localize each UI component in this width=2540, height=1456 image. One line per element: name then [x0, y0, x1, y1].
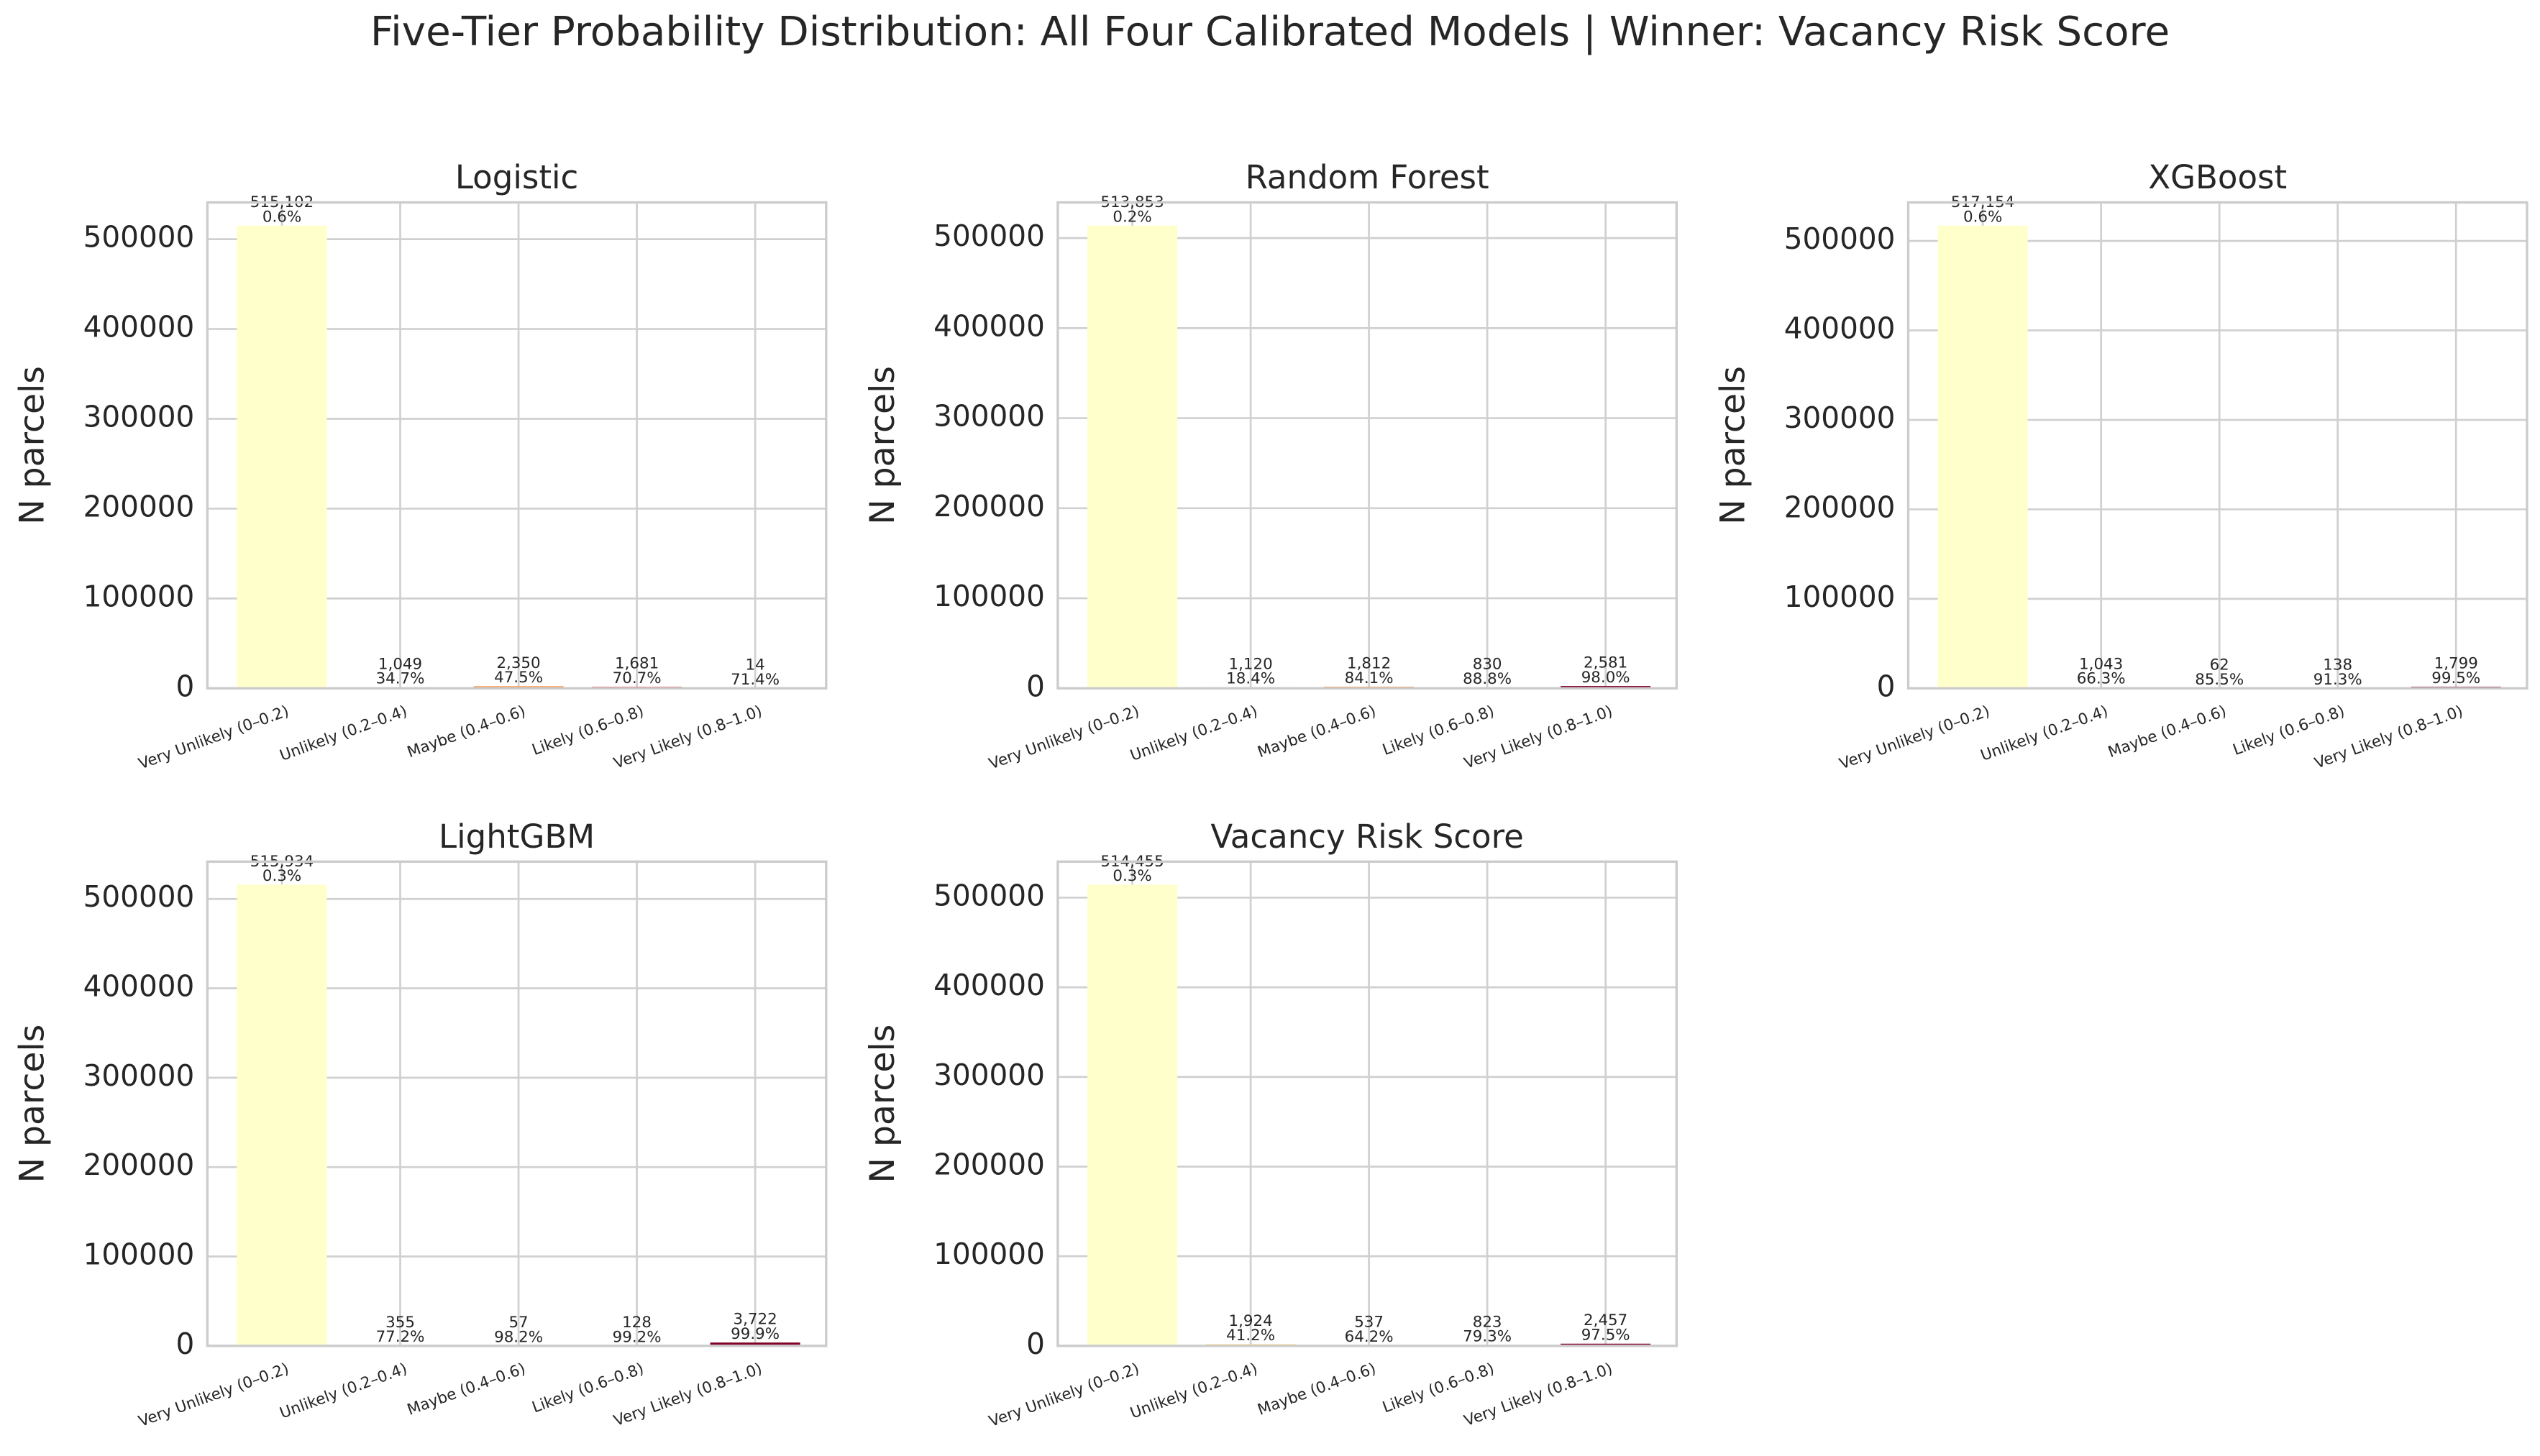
value-label: 2,581: [1584, 654, 1627, 672]
y-tick-label: 100000: [933, 1237, 1045, 1271]
value-label: 823: [1473, 1313, 1502, 1331]
rate-label: 98.0%: [1581, 669, 1630, 687]
axes-frame: [206, 860, 828, 1347]
value-label: 2,350: [496, 654, 540, 672]
y-tick-label: 300000: [933, 1058, 1045, 1092]
value-label: 2,457: [1584, 1311, 1627, 1329]
rate-label: 64.2%: [1345, 1328, 1394, 1346]
axes-frame: [206, 201, 828, 690]
rate-label: 41.2%: [1226, 1327, 1275, 1345]
value-label: 3,722: [733, 1311, 777, 1329]
value-label: 62: [2210, 656, 2229, 674]
rate-label: 70.7%: [613, 669, 662, 687]
y-tick-label: 500000: [933, 219, 1045, 253]
y-tick-label: 100000: [83, 579, 195, 613]
y-tick-label: 0: [1026, 1327, 1045, 1361]
value-label: 1,812: [1347, 655, 1391, 673]
rate-label: 0.3%: [262, 867, 301, 885]
bar: [237, 225, 327, 689]
rate-label: 34.7%: [376, 670, 425, 688]
y-tick-label: 300000: [83, 1058, 195, 1093]
y-tick-label: 500000: [83, 220, 195, 255]
rate-label: 99.5%: [2431, 669, 2480, 687]
y-tick-label: 500000: [1784, 221, 1896, 256]
y-tick-label: 400000: [1784, 311, 1896, 346]
value-label: 355: [385, 1314, 415, 1332]
y-tick-label: 200000: [933, 1147, 1045, 1181]
subplot-title: LightGBM: [439, 818, 595, 856]
y-tick-label: 200000: [933, 489, 1045, 523]
y-axis-label: N parcels: [863, 1025, 903, 1183]
y-tick-label: 0: [1026, 669, 1045, 703]
rate-label: 0.3%: [1113, 867, 1151, 885]
y-tick-label: 300000: [933, 399, 1045, 434]
y-tick-label: 400000: [933, 968, 1045, 1002]
rate-label: 79.3%: [1463, 1328, 1512, 1346]
rate-label: 71.4%: [731, 671, 780, 689]
rate-label: 91.3%: [2313, 671, 2362, 689]
y-tick-label: 300000: [83, 399, 195, 434]
value-label: 830: [1473, 656, 1502, 674]
bar: [1087, 884, 1178, 1346]
value-label: 57: [508, 1314, 528, 1332]
rate-label: 99.2%: [613, 1328, 662, 1346]
subplot-title: Random Forest: [1246, 158, 1489, 196]
rate-label: 77.2%: [376, 1328, 425, 1346]
rate-label: 88.8%: [1463, 670, 1512, 688]
value-label: 537: [1354, 1314, 1384, 1332]
axes-frame: [1056, 860, 1678, 1347]
bar: [710, 1342, 800, 1346]
y-axis-label: N parcels: [1713, 366, 1753, 525]
subplot-title: XGBoost: [2148, 158, 2287, 196]
subplot-title: Logistic: [455, 158, 578, 196]
y-tick-label: 400000: [83, 310, 195, 344]
y-tick-label: 200000: [83, 489, 195, 523]
axes-frame: [1906, 201, 2528, 690]
value-label: 128: [622, 1314, 652, 1332]
rate-label: 85.5%: [2195, 671, 2244, 689]
subplot-title: Vacancy Risk Score: [1210, 818, 1523, 856]
y-tick-label: 0: [176, 1327, 195, 1361]
rate-label: 18.4%: [1226, 670, 1275, 688]
axes-frame: [1056, 201, 1678, 690]
y-tick-label: 500000: [933, 878, 1045, 912]
rate-label: 0.2%: [1113, 208, 1151, 226]
value-label: 138: [2323, 656, 2352, 674]
value-label: 1,043: [2079, 655, 2123, 673]
y-tick-label: 100000: [83, 1237, 195, 1272]
y-tick-label: 100000: [1784, 580, 1896, 614]
y-tick-label: 0: [176, 669, 195, 703]
value-label: 1,681: [615, 655, 659, 673]
rate-label: 98.2%: [494, 1328, 543, 1346]
y-axis-label: N parcels: [12, 1025, 52, 1183]
y-tick-label: 200000: [83, 1148, 195, 1182]
value-label: 1,799: [2434, 655, 2478, 673]
rate-label: 0.6%: [1963, 208, 2002, 226]
y-tick-label: 300000: [1784, 400, 1896, 435]
rate-label: 66.3%: [2077, 670, 2126, 688]
y-tick-label: 500000: [83, 879, 195, 914]
y-tick-label: 200000: [1784, 490, 1896, 524]
rate-label: 84.1%: [1345, 669, 1394, 687]
y-tick-label: 400000: [933, 308, 1045, 343]
y-tick-label: 400000: [83, 969, 195, 1004]
rate-label: 97.5%: [1581, 1327, 1630, 1345]
bar: [237, 884, 327, 1346]
figure-title: Five-Tier Probability Distribution: All …: [370, 9, 2170, 55]
value-label: 1,049: [378, 655, 422, 673]
y-tick-label: 0: [1877, 669, 1896, 703]
value-label: 1,924: [1228, 1312, 1272, 1330]
y-axis-label: N parcels: [12, 366, 52, 525]
value-label: 1,120: [1228, 655, 1272, 673]
rate-label: 99.9%: [731, 1325, 780, 1343]
y-tick-label: 100000: [933, 579, 1045, 613]
rate-label: 47.5%: [494, 669, 543, 687]
bar: [1087, 225, 1178, 689]
y-axis-label: N parcels: [863, 366, 903, 525]
bar: [1937, 225, 2028, 689]
value-label: 14: [745, 656, 764, 674]
rate-label: 0.6%: [262, 208, 301, 226]
